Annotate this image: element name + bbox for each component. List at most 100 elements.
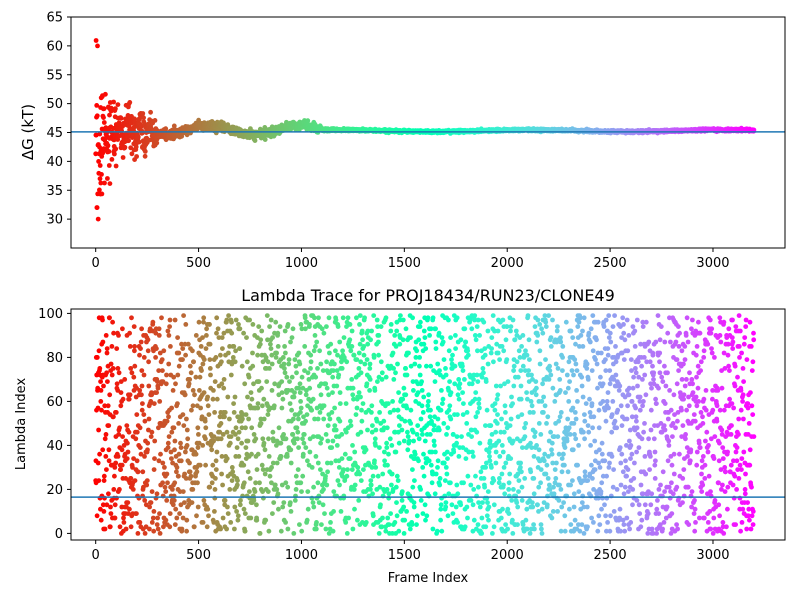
lambda-point: [365, 428, 370, 433]
lambda-point: [444, 500, 449, 505]
lambda-point: [207, 485, 212, 490]
lambda-point: [222, 414, 227, 419]
lambda-point: [107, 447, 112, 452]
dg-point: [94, 38, 99, 43]
lambda-point: [243, 529, 248, 534]
lambda-point: [370, 423, 375, 428]
dg-point: [134, 154, 139, 159]
lambda-point: [273, 320, 278, 325]
lambda-point: [428, 432, 433, 437]
lambda-point: [352, 487, 357, 492]
lambda-point: [408, 527, 413, 532]
lambda-point: [226, 351, 231, 356]
lambda-point: [414, 348, 419, 353]
lambda-point: [106, 491, 111, 496]
lambda-point: [368, 377, 373, 382]
lambda-point: [167, 324, 172, 329]
lambda-point: [418, 320, 423, 325]
lambda-point: [345, 474, 350, 479]
lambda-point: [406, 434, 411, 439]
lambda-point: [360, 329, 365, 334]
lambda-point: [405, 373, 410, 378]
lambda-point: [166, 329, 171, 334]
lambda-point: [248, 516, 253, 521]
lambda-point: [111, 414, 116, 419]
lambda-point: [280, 505, 285, 510]
lambda-point: [214, 467, 219, 472]
lambda-point: [346, 315, 351, 320]
lambda-point: [338, 390, 343, 395]
lambda-point: [286, 527, 291, 532]
lambda-point: [450, 502, 455, 507]
lambda-point: [437, 331, 442, 336]
lambda-point: [406, 351, 411, 356]
lambda-point: [203, 425, 208, 430]
lambda-point: [286, 322, 291, 327]
dg-point: [96, 159, 101, 164]
lambda-point: [441, 340, 446, 345]
lambda-point: [362, 353, 367, 358]
lambda-point: [423, 502, 428, 507]
lambda-point: [288, 340, 293, 345]
lambda-point: [344, 401, 349, 406]
lambda-point: [439, 502, 444, 507]
lambda-point: [443, 505, 448, 510]
lambda-point: [330, 375, 335, 380]
lambda-point: [279, 529, 284, 534]
lambda-point: [455, 315, 460, 320]
lambda-point: [444, 373, 449, 378]
lambda-point: [251, 322, 256, 327]
lambda-point: [160, 357, 165, 362]
lambda-point: [410, 485, 415, 490]
lambda-point: [225, 430, 230, 435]
lambda-point: [106, 403, 111, 408]
lambda-point: [173, 318, 178, 323]
lambda-point: [321, 502, 326, 507]
lambda-point: [348, 419, 353, 424]
lambda-point: [283, 351, 288, 356]
lambda-point: [410, 467, 415, 472]
dg-x-tick-label: 1500: [388, 256, 421, 271]
lambda-point: [183, 322, 188, 327]
lambda-point: [140, 469, 145, 474]
lambda-point: [424, 364, 429, 369]
lambda-point: [211, 388, 216, 393]
dg-point: [148, 110, 153, 115]
lambda-point: [133, 478, 138, 483]
lambda-point: [117, 370, 122, 375]
lambda-point: [390, 399, 395, 404]
lambda-point: [108, 524, 113, 529]
lambda-point: [408, 335, 413, 340]
lambda-point: [300, 375, 305, 380]
lambda-point: [453, 346, 458, 351]
lambda-point: [337, 483, 342, 488]
lambda-point: [163, 485, 168, 490]
lambda-point: [447, 379, 452, 384]
lambda-point: [204, 326, 209, 331]
lambda-point: [256, 452, 261, 457]
lambda-point: [393, 370, 398, 375]
lambda-point: [439, 388, 444, 393]
lambda-point: [212, 509, 217, 514]
lambda-point: [318, 362, 323, 367]
lambda-point: [132, 324, 137, 329]
lambda-point: [388, 511, 393, 516]
lambda-point: [279, 379, 284, 384]
lambda-point: [214, 458, 219, 463]
lambda-point: [327, 351, 332, 356]
lambda-point: [253, 489, 258, 494]
lambda-point: [321, 417, 326, 422]
dg-y-tick-label: 40: [46, 155, 63, 170]
lambda-point: [218, 353, 223, 358]
lambda-point: [118, 524, 123, 529]
lambda-point: [411, 388, 416, 393]
lambda-point: [283, 370, 288, 375]
lambda-point: [413, 452, 418, 457]
lambda-point: [210, 480, 215, 485]
lambda-point: [208, 342, 213, 347]
lambda-point: [231, 401, 236, 406]
lambda-point: [368, 362, 373, 367]
dg-point: [140, 111, 145, 116]
lambda-point: [274, 355, 279, 360]
